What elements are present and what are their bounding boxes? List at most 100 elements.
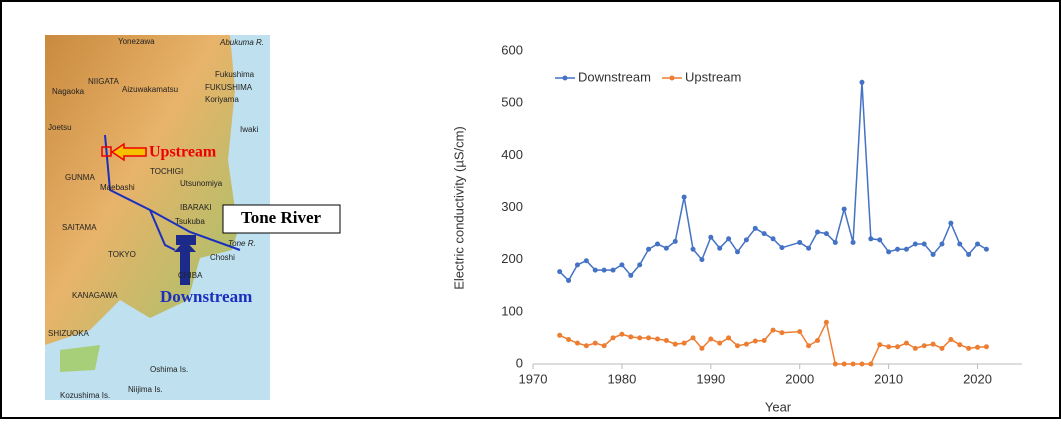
data-point bbox=[975, 345, 980, 350]
data-point bbox=[646, 247, 651, 252]
data-point bbox=[922, 343, 927, 348]
data-point bbox=[655, 336, 660, 341]
x-tick-label: 2010 bbox=[874, 371, 903, 386]
map-label: Oshima Is. bbox=[150, 365, 188, 374]
data-point bbox=[602, 268, 607, 273]
downstream-label: Downstream bbox=[160, 287, 252, 306]
data-point bbox=[619, 332, 624, 337]
data-point bbox=[815, 230, 820, 235]
data-point bbox=[771, 236, 776, 241]
data-point bbox=[584, 343, 589, 348]
data-point bbox=[913, 346, 918, 351]
data-point bbox=[771, 328, 776, 333]
data-point bbox=[806, 343, 811, 348]
data-point bbox=[575, 262, 580, 267]
data-point bbox=[708, 235, 713, 240]
data-point bbox=[824, 231, 829, 236]
map-label: Iwaki bbox=[240, 125, 258, 134]
data-point bbox=[859, 80, 864, 85]
data-point bbox=[913, 242, 918, 247]
data-point bbox=[931, 252, 936, 257]
data-point bbox=[851, 362, 856, 367]
y-tick-label: 500 bbox=[501, 95, 523, 110]
data-point bbox=[851, 240, 856, 245]
data-point bbox=[726, 335, 731, 340]
data-point bbox=[948, 221, 953, 226]
y-tick-label: 400 bbox=[501, 147, 523, 162]
x-tick-label: 2000 bbox=[785, 371, 814, 386]
map-label: Nagaoka bbox=[52, 87, 85, 96]
data-point bbox=[895, 247, 900, 252]
map-label: FUKUSHIMA bbox=[205, 83, 253, 92]
data-point bbox=[557, 269, 562, 274]
y-tick-label: 200 bbox=[501, 251, 523, 266]
map-label: GUNMA bbox=[65, 173, 95, 182]
y-tick-label: 100 bbox=[501, 303, 523, 318]
legend-marker bbox=[669, 76, 674, 81]
y-tick-label: 600 bbox=[501, 42, 523, 57]
data-point bbox=[833, 362, 838, 367]
data-point bbox=[966, 346, 971, 351]
data-point bbox=[753, 339, 758, 344]
map-label: NIIGATA bbox=[88, 77, 119, 86]
map-label: TOKYO bbox=[108, 250, 136, 259]
data-point bbox=[939, 242, 944, 247]
data-point bbox=[735, 343, 740, 348]
data-point bbox=[984, 247, 989, 252]
map-label: Choshi bbox=[210, 253, 235, 262]
data-point bbox=[566, 278, 571, 283]
data-point bbox=[637, 335, 642, 340]
data-point bbox=[797, 240, 802, 245]
data-point bbox=[673, 239, 678, 244]
data-point bbox=[966, 252, 971, 257]
data-point bbox=[762, 231, 767, 236]
map-label: Tone R. bbox=[228, 239, 256, 248]
data-point bbox=[806, 246, 811, 251]
legend-marker bbox=[563, 76, 568, 81]
data-point bbox=[957, 342, 962, 347]
data-point bbox=[593, 341, 598, 346]
data-point bbox=[682, 341, 687, 346]
data-point bbox=[664, 338, 669, 343]
data-point bbox=[779, 245, 784, 250]
legend-label: Upstream bbox=[685, 69, 741, 84]
data-point bbox=[575, 341, 580, 346]
data-point bbox=[922, 242, 927, 247]
data-point bbox=[895, 344, 900, 349]
x-tick-label: 2020 bbox=[963, 371, 992, 386]
data-point bbox=[868, 236, 873, 241]
data-point bbox=[948, 337, 953, 342]
data-point bbox=[957, 242, 962, 247]
map-label: Abukuma R. bbox=[219, 38, 264, 47]
data-point bbox=[655, 242, 660, 247]
data-point bbox=[939, 346, 944, 351]
data-point bbox=[877, 342, 882, 347]
data-point bbox=[611, 268, 616, 273]
data-point bbox=[886, 249, 891, 254]
map-label: IBARAKI bbox=[180, 203, 212, 212]
data-point bbox=[602, 343, 607, 348]
data-point bbox=[877, 237, 882, 242]
data-point bbox=[753, 226, 758, 231]
data-point bbox=[815, 338, 820, 343]
y-tick-label: 300 bbox=[501, 199, 523, 214]
x-tick-label: 1980 bbox=[607, 371, 636, 386]
data-point bbox=[904, 247, 909, 252]
callout-label: Tone River bbox=[241, 208, 322, 227]
data-point bbox=[868, 362, 873, 367]
map-label: Maebashi bbox=[100, 183, 135, 192]
map-label: TOCHIGI bbox=[150, 167, 183, 176]
data-point bbox=[566, 337, 571, 342]
data-point bbox=[859, 362, 864, 367]
data-point bbox=[673, 342, 678, 347]
data-point bbox=[682, 195, 687, 200]
y-axis-label: Electric conductivity (µS/cm) bbox=[451, 126, 466, 290]
legend-label: Downstream bbox=[578, 69, 651, 84]
map-label: Aizuwakamatsu bbox=[122, 85, 178, 94]
data-point bbox=[726, 236, 731, 241]
data-point bbox=[691, 247, 696, 252]
map-label: Yonezawa bbox=[118, 37, 155, 46]
data-point bbox=[779, 330, 784, 335]
data-point bbox=[744, 237, 749, 242]
data-point bbox=[735, 249, 740, 254]
